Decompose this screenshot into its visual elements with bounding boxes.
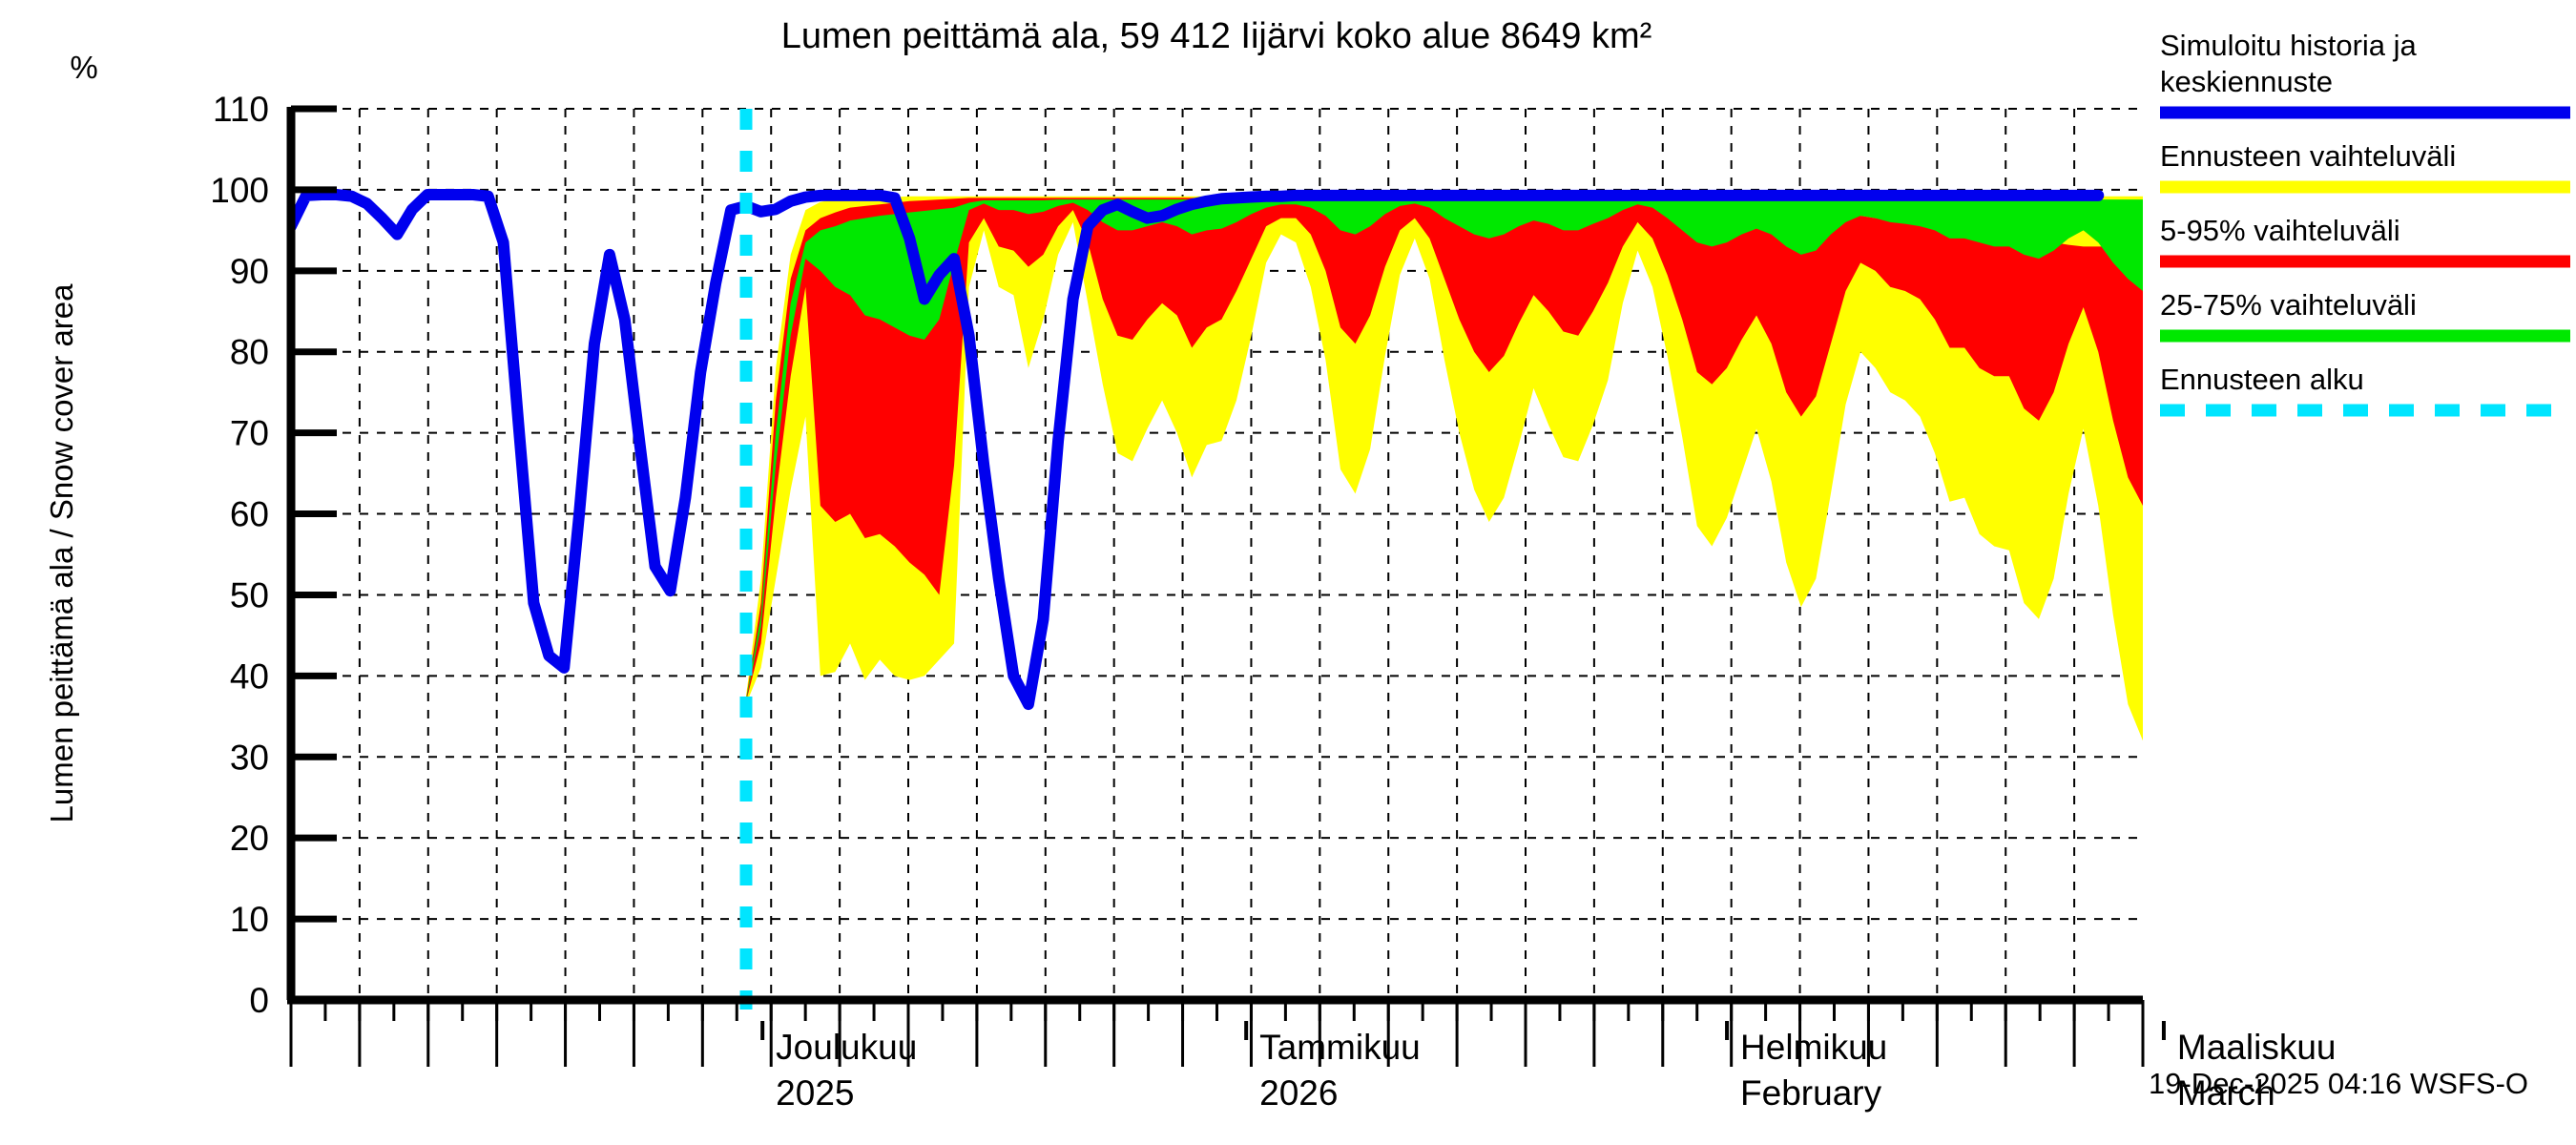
y-axis-tick-labels: 0 10 20 30 40 50 60 70 80 90 100 110 bbox=[210, 90, 269, 1020]
x-tick-label-month: Tammikuu bbox=[1259, 1028, 1421, 1067]
band-5-95 bbox=[746, 198, 2143, 702]
y-axis-unit: % bbox=[70, 50, 97, 85]
y-tick-label: 90 bbox=[230, 252, 269, 291]
y-tick-label: 60 bbox=[230, 495, 269, 534]
forecast-bands bbox=[746, 196, 2143, 741]
x-tick-label-sub: 2025 bbox=[776, 1073, 854, 1113]
y-axis-label: Lumen peittämä ala / Snow cover area bbox=[44, 283, 79, 823]
legend-label: 25-75% vaihteluväli bbox=[2160, 288, 2417, 322]
y-tick-label: 0 bbox=[249, 981, 269, 1020]
legend-label: 5-95% vaihteluväli bbox=[2160, 214, 2400, 247]
x-tick-label-month: Joulukuu bbox=[776, 1028, 917, 1067]
mean-forecast-line bbox=[291, 189, 2105, 711]
y-tick-label: 10 bbox=[230, 900, 269, 939]
x-tick-label-sub: 2026 bbox=[1259, 1073, 1338, 1113]
legend-label: keskiennuste bbox=[2160, 65, 2333, 98]
y-tick-label: 30 bbox=[230, 738, 269, 777]
y-tick-label: 100 bbox=[210, 171, 269, 210]
legend-label: Ennusteen alku bbox=[2160, 363, 2364, 396]
y-tick-label: 40 bbox=[230, 656, 269, 696]
legend-label: Ennusteen vaihteluväli bbox=[2160, 139, 2456, 173]
grid-lines bbox=[291, 108, 2143, 1001]
y-tick-label: 70 bbox=[230, 414, 269, 453]
y-tick-label: 110 bbox=[213, 90, 269, 129]
x-tick-label-sub: March bbox=[2177, 1073, 2275, 1113]
x-tick-label-month: Helmikuu bbox=[1740, 1028, 1887, 1067]
y-tick-label: 50 bbox=[230, 575, 269, 614]
legend-label: Simuloitu historia ja bbox=[2160, 29, 2418, 62]
x-tick-label-sub: February bbox=[1740, 1073, 1882, 1113]
x-tick-label-month: Maaliskuu bbox=[2177, 1028, 2337, 1067]
axes bbox=[286, 105, 2145, 1067]
y-tick-label: 80 bbox=[230, 333, 269, 372]
band-25-75 bbox=[746, 199, 2143, 701]
x-axis-tick-labels: Joulukuu 2025 Tammikuu 2026 Helmikuu February… bbox=[760, 1021, 2337, 1113]
y-tick-label: 20 bbox=[230, 819, 269, 858]
footer-timestamp: 19-Dec-2025 04:16 WSFS-O bbox=[2149, 1067, 2528, 1100]
chart-title: Lumen peittämä ala, 59 412 Iijärvi koko … bbox=[781, 16, 1652, 56]
mean-line bbox=[291, 189, 2105, 711]
